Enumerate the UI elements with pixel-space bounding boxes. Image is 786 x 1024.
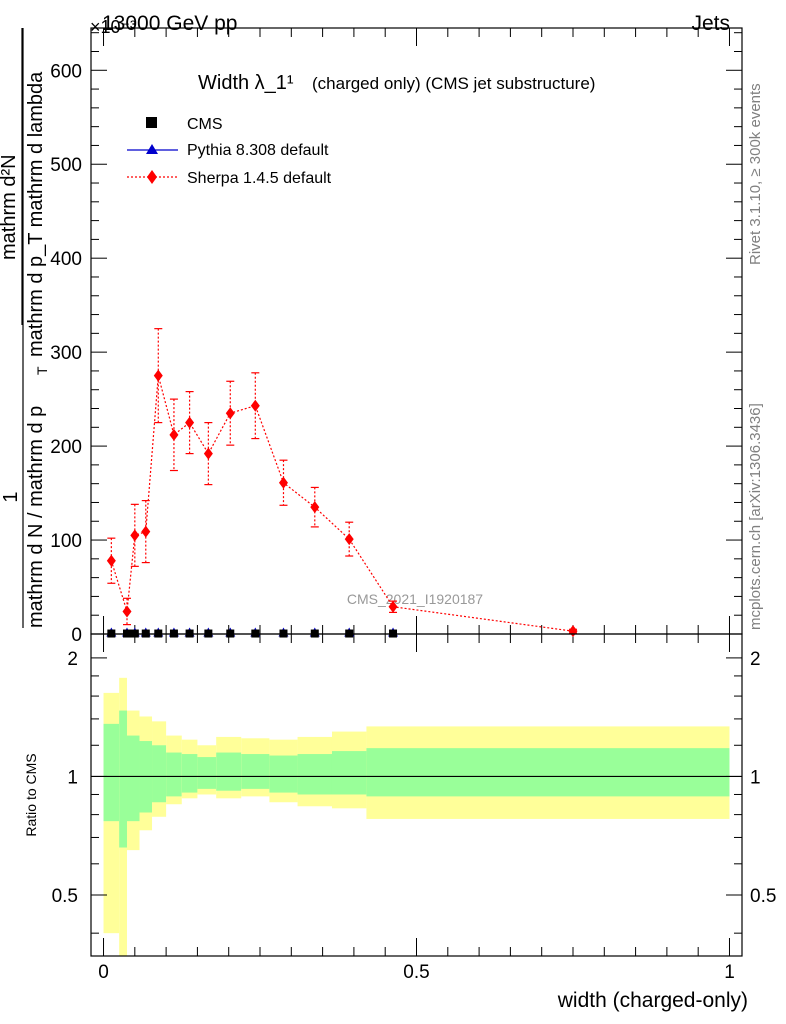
plot-title-sub: (charged only) (CMS jet substructure) xyxy=(312,74,595,93)
sherpa-point xyxy=(153,369,163,382)
y-tick-label: 600 xyxy=(50,61,82,82)
rivet-label: Rivet 3.1.10, ≥ 300k events xyxy=(747,83,764,265)
sherpa-point xyxy=(278,476,288,489)
ratio-y-tick-label-right: 0.5 xyxy=(750,886,776,907)
ratio-plot-frame xyxy=(90,633,743,957)
ratio-band-inner xyxy=(416,748,730,797)
ratio-band-inner xyxy=(297,754,332,795)
y-tick-label: 100 xyxy=(50,531,82,552)
ratio-band-inner xyxy=(126,735,140,822)
sherpa-line xyxy=(110,375,574,632)
ratio-band-inner xyxy=(241,754,270,789)
axis-ticks: 0 100 200 300 400 500 600 0 0.5 1 0.5 0.5 1 1 2 2 xyxy=(50,28,776,983)
y-exponent-label: ×10⁻³ xyxy=(90,17,136,37)
ratio-y-tick-label: 0.5 xyxy=(52,886,78,907)
ratio-band-inner xyxy=(152,745,167,803)
y-tick-label: 400 xyxy=(50,249,82,270)
ratio-band-inner xyxy=(331,751,367,795)
ratio-band-inner xyxy=(181,754,198,793)
y-label-den1: mathrm d N / mathrm d p xyxy=(25,406,47,628)
sherpa-point xyxy=(203,447,213,460)
ratio-y-tick-label: 2 xyxy=(67,649,78,670)
header-right-label: Jets xyxy=(691,12,730,35)
ratio-y-tick-label-right: 2 xyxy=(750,649,761,670)
ratio-band-inner xyxy=(269,755,298,793)
legend-sherpa-label: Sherpa 1.4.5 default xyxy=(187,170,332,187)
sherpa-point xyxy=(185,416,195,429)
y-axis-label: 1 mathrm d N / mathrm d p T mathrm d²N m… xyxy=(0,28,50,628)
x-tick-label: 0.5 xyxy=(403,962,429,983)
mcplots-label: mcplots.cern.ch [arXiv:1306.3436] xyxy=(747,403,764,630)
ratio-band-inner xyxy=(216,752,242,791)
ratio-band-inner xyxy=(197,757,217,789)
y-tick-label: 500 xyxy=(50,155,82,176)
sherpa-point xyxy=(250,399,260,412)
y-label-num2: mathrm d²N xyxy=(0,154,20,260)
ratio-band-inner xyxy=(119,710,127,848)
sherpa-point xyxy=(169,428,179,441)
sherpa-point xyxy=(130,529,140,542)
header-left-label: 13000 GeV pp xyxy=(102,12,237,35)
y-tick-label: 0 xyxy=(71,625,82,646)
legend-pythia-marker xyxy=(146,144,158,154)
x-axis-label: width (charged-only) xyxy=(557,989,748,1012)
sherpa-point xyxy=(225,407,235,420)
y-label-num1: 1 xyxy=(0,491,22,502)
legend-sherpa-marker xyxy=(147,170,157,184)
legend-cms-label: CMS xyxy=(187,116,223,133)
ratio-band-inner xyxy=(103,723,120,822)
x-tick-label: 1 xyxy=(724,962,735,983)
legend: CMS Pythia 8.308 default Sherpa 1.4.5 de… xyxy=(127,116,332,187)
ratio-bands xyxy=(91,677,742,956)
sherpa-point xyxy=(141,525,151,538)
sherpa-point xyxy=(106,554,116,567)
sherpa-point xyxy=(388,600,398,613)
analysis-watermark: CMS_2021_I1920187 xyxy=(347,591,483,607)
y-tick-label: 300 xyxy=(50,343,82,364)
ratio-band-inner xyxy=(366,748,417,797)
ratio-y-label: Ratio to CMS xyxy=(23,753,39,836)
plot-title-main: Width λ_1¹ xyxy=(198,72,294,94)
y-tick-label: 200 xyxy=(50,437,82,458)
y-label-den2: mathrm d p_T mathrm d lambda xyxy=(25,71,47,357)
ratio-y-tick-label: 1 xyxy=(67,767,78,788)
sherpa-point xyxy=(310,501,320,514)
sherpa-point xyxy=(122,605,132,618)
legend-pythia-label: Pythia 8.308 default xyxy=(187,142,329,159)
ratio-band-inner xyxy=(166,752,182,797)
y-label-sub-t: T xyxy=(34,366,50,375)
x-tick-label: 0 xyxy=(98,962,109,983)
legend-cms-marker xyxy=(146,117,157,128)
sherpa-point xyxy=(344,533,354,546)
ratio-y-tick-label-right: 1 xyxy=(750,767,761,788)
